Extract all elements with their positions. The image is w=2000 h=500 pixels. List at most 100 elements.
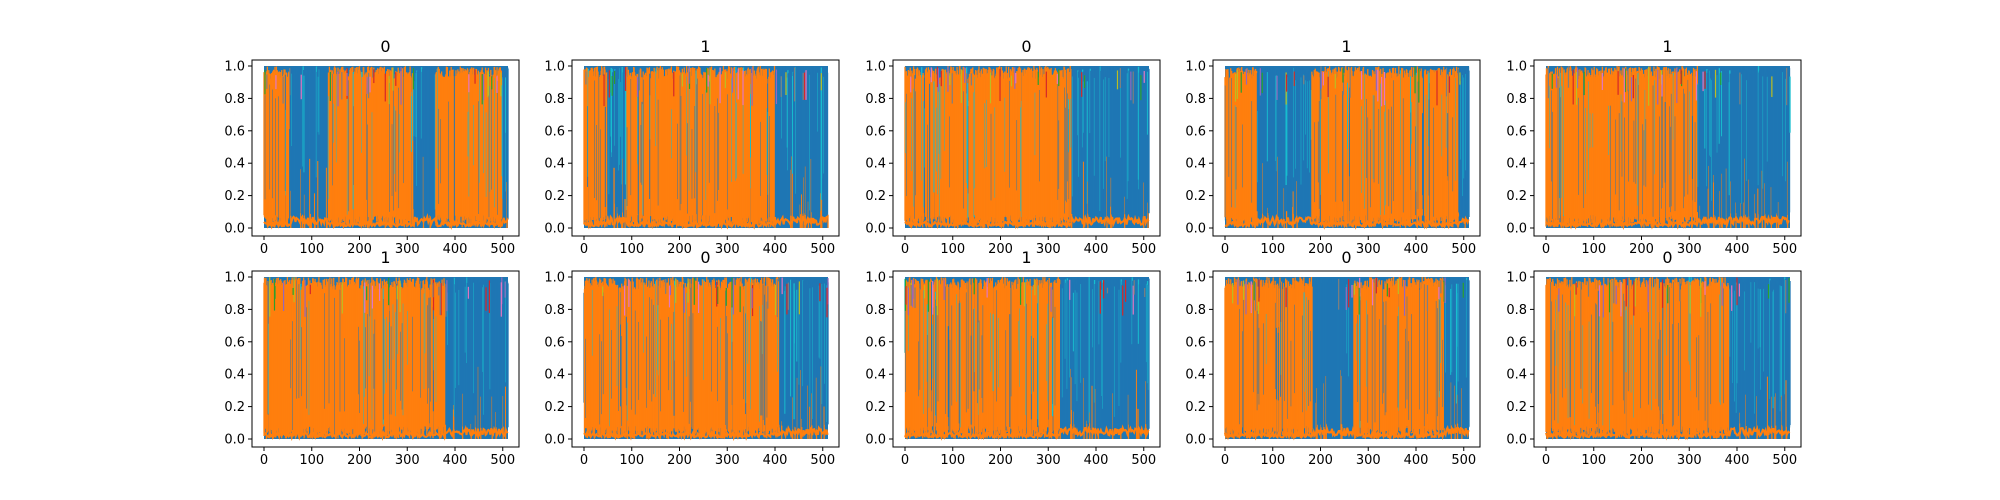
y-tick-label: 1.0 <box>1185 60 1206 75</box>
y-tick-label: 1.0 <box>544 271 565 286</box>
x-tick-label: 500 <box>810 242 835 257</box>
axes-frame <box>892 270 1161 448</box>
y-tick-label: 0.4 <box>865 157 886 172</box>
y-tick-label: 0.4 <box>544 368 565 383</box>
y-tick-label: 0.0 <box>224 433 245 448</box>
plot-area <box>263 277 509 442</box>
subplot-7: 1 0.0 0.2 0.4 0.6 0.8 1.0 0 100 200 300 400 500 <box>865 248 1161 468</box>
plot-area <box>1224 66 1470 230</box>
x-tick-label: 300 <box>1036 242 1061 257</box>
x-tick-label: 0 <box>580 453 588 468</box>
plot-area <box>583 66 829 230</box>
y-tick-label: 0.6 <box>544 335 565 350</box>
y-tick-label: 0.8 <box>865 92 886 107</box>
subplot-title: 1 <box>1662 37 1672 56</box>
x-tick-label: 0 <box>260 453 268 468</box>
x-tick-label: 300 <box>1356 242 1381 257</box>
x-tick-label: 500 <box>1131 242 1156 257</box>
x-tick-label: 500 <box>490 242 515 257</box>
x-tick-label: 200 <box>347 242 372 257</box>
axes-frame <box>251 270 520 448</box>
series-orange-baseline <box>263 424 509 442</box>
axes-frame <box>1212 59 1481 237</box>
x-tick-label: 400 <box>1084 453 1109 468</box>
y-tick-label: 0.4 <box>1185 157 1206 172</box>
y-tick-label: 0.8 <box>1185 92 1206 107</box>
x-tick-label: 400 <box>1084 242 1109 257</box>
x-tick-label: 300 <box>715 453 740 468</box>
plot-area <box>904 277 1150 441</box>
y-tick-label: 0.0 <box>224 222 245 237</box>
y-tick-label: 0.4 <box>224 157 245 172</box>
x-tick-label: 400 <box>443 242 468 257</box>
x-tick-label: 400 <box>1725 242 1750 257</box>
y-tick-label: 0.0 <box>865 222 886 237</box>
y-tick-label: 0.0 <box>865 433 886 448</box>
x-tick-label: 300 <box>395 242 420 257</box>
x-tick-label: 100 <box>619 242 644 257</box>
y-tick-label: 0.2 <box>224 189 245 204</box>
y-tick-label: 0.6 <box>1185 124 1206 139</box>
subplot-4: 1 0.0 0.2 0.4 0.6 0.8 1.0 0 100 200 300 400 500 <box>1506 37 1802 257</box>
series-orange-baseline <box>1545 213 1790 231</box>
subplot-2: 0 0.0 0.2 0.4 0.6 0.8 1.0 0 100 200 300 400 500 <box>865 37 1161 257</box>
x-tick-label: 200 <box>988 453 1013 468</box>
y-tick-label: 0.8 <box>1506 92 1527 107</box>
plot-area <box>1224 277 1470 441</box>
subplot-title: 0 <box>380 37 390 56</box>
x-tick-label: 200 <box>667 242 692 257</box>
y-tick-label: 0.0 <box>544 433 565 448</box>
axes-frame <box>571 270 840 448</box>
series-orange-baseline <box>904 213 1150 230</box>
y-tick-label: 0.2 <box>544 400 565 415</box>
y-tick-label: 0.8 <box>224 303 245 318</box>
y-tick-label: 0.6 <box>865 124 886 139</box>
y-tick-label: 0.4 <box>1506 157 1527 172</box>
x-tick-label: 100 <box>619 453 644 468</box>
y-tick-label: 0.8 <box>544 92 565 107</box>
plot-area <box>583 277 829 442</box>
x-tick-label: 0 <box>1221 242 1229 257</box>
series-orange-baseline <box>1224 213 1470 230</box>
subplot-title: 1 <box>1021 248 1031 267</box>
y-tick-label: 1.0 <box>224 271 245 286</box>
subplot-title: 1 <box>700 37 710 56</box>
x-tick-label: 400 <box>763 242 788 257</box>
y-tick-label: 0.2 <box>224 400 245 415</box>
x-tick-label: 200 <box>1308 242 1333 257</box>
x-tick-label: 0 <box>580 242 588 257</box>
axes-frame <box>892 59 1161 237</box>
x-tick-label: 300 <box>715 242 740 257</box>
y-tick-label: 1.0 <box>865 271 886 286</box>
y-tick-label: 0.2 <box>865 189 886 204</box>
y-tick-label: 0.6 <box>1506 124 1527 139</box>
x-tick-label: 200 <box>667 453 692 468</box>
subplot-1: 1 0.0 0.2 0.4 0.6 0.8 1.0 0 100 200 300 400 500 <box>544 37 840 257</box>
x-tick-label: 200 <box>347 453 372 468</box>
y-tick-label: 0.8 <box>544 303 565 318</box>
y-tick-label: 1.0 <box>544 60 565 75</box>
y-tick-label: 1.0 <box>865 60 886 75</box>
x-tick-label: 100 <box>1260 242 1285 257</box>
y-tick-label: 0.0 <box>1506 222 1527 237</box>
subplot-8: 00.00.20.40.60.81.00 100 200 300 400 500 <box>1185 248 1481 468</box>
series-orange-baseline <box>904 424 1150 441</box>
plot-area <box>904 66 1150 230</box>
x-tick-label: 0 <box>260 242 268 257</box>
subplot-title: 0 <box>700 248 710 267</box>
x-tick-label: 500 <box>810 453 835 468</box>
subplot-0: 0 0.0 0.2 0.4 0.6 0.8 1.0 0 100 200 300 400 500 <box>224 37 520 257</box>
x-tick-label: 200 <box>1629 242 1654 257</box>
axes-frame <box>1533 59 1802 237</box>
y-tick-label: 1.0 <box>1506 60 1527 75</box>
x-tick-label: 500 <box>1131 453 1156 468</box>
x-tick-label: 0 <box>1542 242 1550 257</box>
x-tick-label: 400 <box>443 453 468 468</box>
x-tick-label: 200 <box>988 242 1013 257</box>
subplot-3: 1 0.0 0.2 0.4 0.6 0.8 1.0 0 100 200 300 400 500 <box>1185 37 1481 257</box>
y-tick-label: 0.6 <box>224 335 245 350</box>
x-tick-label: 300 <box>1677 242 1702 257</box>
axes-frame <box>571 59 840 237</box>
subplot-title: 1 <box>380 248 390 267</box>
